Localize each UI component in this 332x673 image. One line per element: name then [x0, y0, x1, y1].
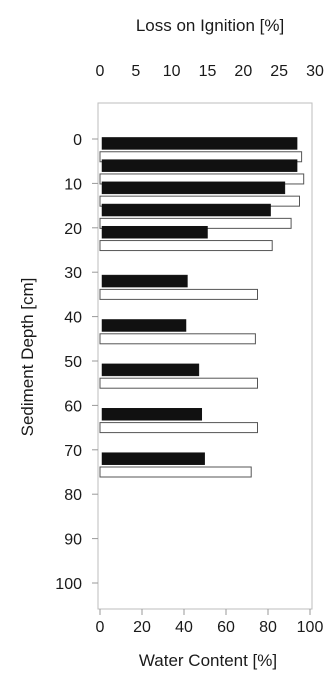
y-tick-label: 30	[64, 265, 82, 282]
y-tick-label: 80	[64, 487, 82, 504]
bottom-axis-title: Water Content [%]	[139, 651, 277, 670]
y-tick-label: 20	[64, 221, 82, 238]
water-content-bar	[99, 466, 252, 478]
loss-on-ignition-bar	[101, 452, 205, 465]
water-content-bar	[99, 333, 256, 345]
bottom-tick-label: 0	[96, 619, 105, 636]
top-tick-label: 15	[199, 63, 217, 80]
loss-on-ignition-bar	[101, 137, 298, 150]
top-tick-label: 5	[131, 63, 140, 80]
water-content-bar	[99, 288, 258, 300]
loss-on-ignition-bar	[101, 408, 203, 421]
plot-frame	[97, 102, 313, 610]
top-axis-title: Loss on Ignition [%]	[136, 16, 284, 35]
y-axis-title: Sediment Depth [cm]	[18, 278, 37, 437]
y-tick-label: 10	[64, 176, 82, 193]
top-tick-label: 20	[234, 63, 252, 80]
y-tick-label: 40	[64, 310, 82, 327]
bottom-tick-label: 20	[133, 619, 151, 636]
y-tick-label: 60	[64, 398, 82, 415]
loss-on-ignition-bar	[101, 363, 200, 377]
top-tick-label: 10	[163, 63, 181, 80]
bottom-tick-label: 80	[259, 619, 277, 636]
bottom-tick-label: 60	[217, 619, 235, 636]
water-content-bar	[99, 377, 258, 389]
loss-on-ignition-bar	[101, 319, 187, 332]
loss-on-ignition-bar	[101, 203, 271, 217]
water-content-bar	[99, 422, 258, 434]
y-tick-label: 0	[73, 132, 82, 149]
axis-ticks: 0 5 10 15 20 25 30 0 20 40 60 80 100 0 10 20 30 40 50 60 70 8…	[55, 63, 324, 636]
y-tick-label: 100	[55, 576, 82, 593]
y-tick-label: 70	[64, 443, 82, 460]
loss-on-ignition-bar	[101, 274, 188, 288]
y-tick-label: 90	[64, 532, 82, 549]
y-tick-label: 50	[64, 354, 82, 371]
top-tick-label: 30	[306, 63, 324, 80]
bottom-tick-label: 40	[175, 619, 193, 636]
loss-on-ignition-bar	[101, 159, 298, 172]
top-tick-label: 0	[96, 63, 105, 80]
loss-on-ignition-bar	[101, 225, 208, 239]
top-tick-label: 25	[270, 63, 288, 80]
bottom-tick-label: 100	[297, 619, 324, 636]
loss-on-ignition-bar	[101, 181, 286, 195]
water-content-bar	[99, 240, 273, 252]
bars	[99, 137, 305, 478]
